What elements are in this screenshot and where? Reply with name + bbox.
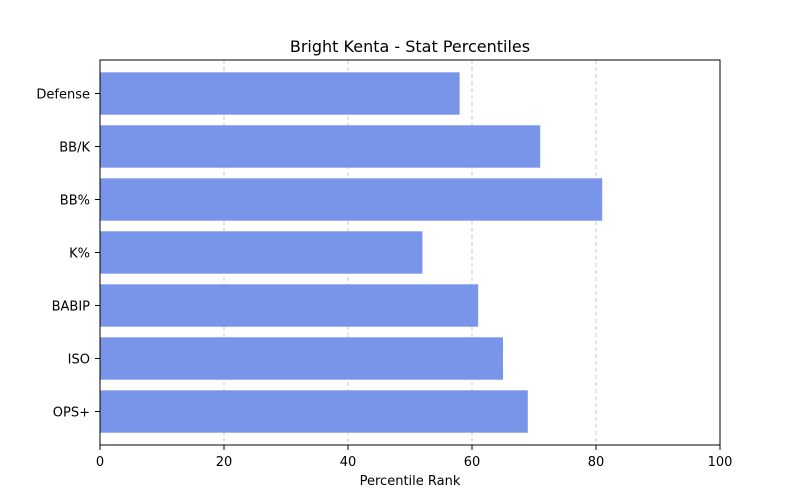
y-tick-label: BB% xyxy=(60,194,90,209)
bar-bb- xyxy=(100,178,603,221)
y-tick-label: K% xyxy=(69,247,90,262)
chart-title: Bright Kenta - Stat Percentiles xyxy=(290,37,530,56)
x-tick-label: 80 xyxy=(588,455,605,470)
x-axis-label: Percentile Rank xyxy=(360,474,461,489)
x-tick-label: 60 xyxy=(464,455,481,470)
y-tick-label: BB/K xyxy=(59,141,90,156)
bars xyxy=(100,72,603,433)
y-tick-label: OPS+ xyxy=(53,406,90,421)
x-tick-label: 0 xyxy=(96,455,104,470)
bar-defense xyxy=(100,72,460,115)
x-axis-ticks: 0 20 40 60 80 100 xyxy=(96,445,733,470)
bar-babip xyxy=(100,284,479,327)
y-tick-label: Defense xyxy=(36,88,90,103)
y-axis-ticks: OPS+ ISO BABIP K% BB% BB/K Defense xyxy=(36,88,100,421)
bar-k- xyxy=(100,231,423,274)
x-tick-label: 20 xyxy=(216,455,233,470)
bar-ops- xyxy=(100,390,528,433)
x-tick-label: 40 xyxy=(340,455,357,470)
x-tick-label: 100 xyxy=(708,455,733,470)
bar-bb-k xyxy=(100,125,541,168)
y-tick-label: BABIP xyxy=(52,300,91,315)
y-tick-label: ISO xyxy=(68,353,90,368)
bar-iso xyxy=(100,337,503,380)
